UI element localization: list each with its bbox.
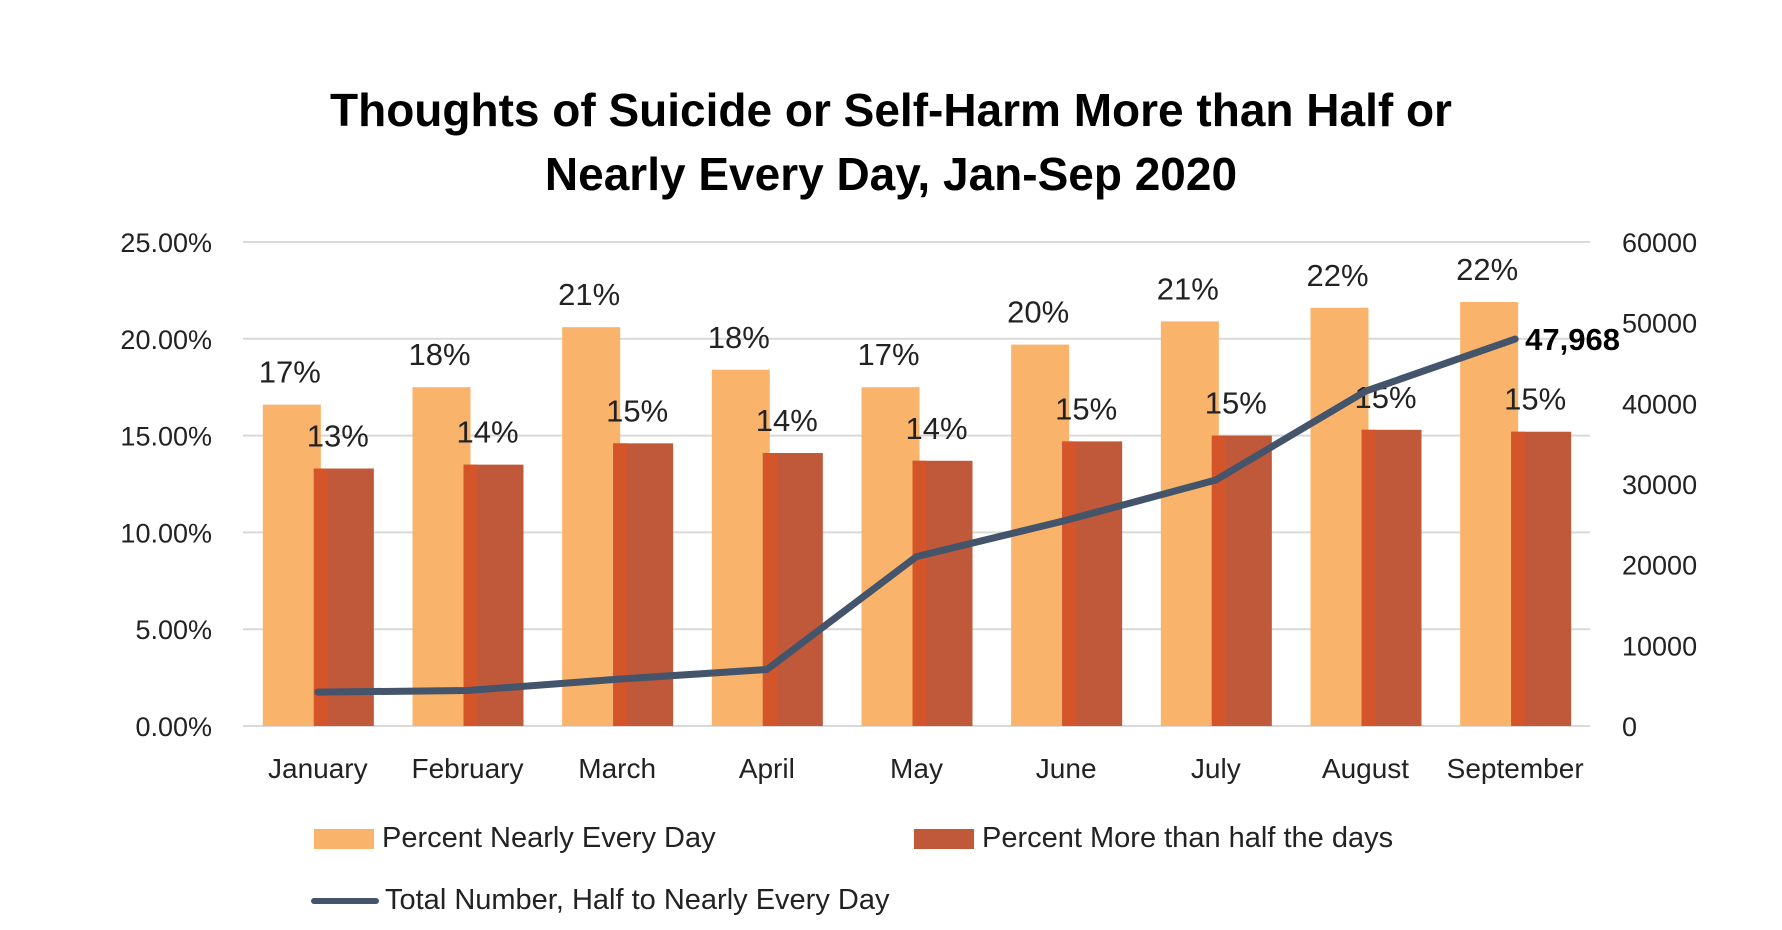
- legend-item-nearly-every-day[interactable]: Percent Nearly Every Day: [314, 822, 914, 855]
- bar-more-than-half-accent: [1511, 431, 1526, 726]
- data-label-more-than-half: 13%: [307, 419, 369, 454]
- x-tick-label: June: [1036, 753, 1097, 784]
- x-tick-label: February: [411, 753, 523, 784]
- chart-title-line-1: Thoughts of Suicide or Self-Harm More th…: [330, 84, 1452, 136]
- y-left-tick-label: 20.00%: [120, 325, 212, 355]
- bar-more-than-half-accent: [762, 453, 777, 726]
- y-left-tick-label: 15.00%: [120, 422, 212, 452]
- bar-more-than-half-accent: [1211, 435, 1226, 726]
- data-label-more-than-half: 14%: [456, 415, 518, 450]
- data-label-nearly-every-day: 20%: [1007, 295, 1069, 330]
- legend-item-more-than-half[interactable]: Percent More than half the days: [914, 822, 1393, 855]
- data-label-nearly-every-day: 17%: [259, 355, 321, 390]
- data-label-more-than-half: 15%: [1055, 391, 1117, 426]
- bar-more-than-half-accent: [1361, 429, 1376, 726]
- bar-more-than-half-accent: [912, 460, 927, 726]
- y-left-tick-label: 10.00%: [120, 518, 212, 548]
- data-label-more-than-half: 15%: [606, 393, 668, 428]
- bar-nearly-every-day: [1310, 307, 1369, 726]
- x-tick-label: August: [1322, 753, 1409, 784]
- bar-more-than-half-accent: [1062, 441, 1077, 726]
- data-label-nearly-every-day: 21%: [558, 277, 620, 312]
- data-label-nearly-every-day: 18%: [708, 320, 770, 355]
- bar-more-than-half-accent: [313, 468, 328, 726]
- legend-label-total-number: Total Number, Half to Nearly Every Day: [385, 884, 890, 916]
- bar-more-than-half-accent: [463, 464, 478, 726]
- bar-nearly-every-day: [262, 404, 321, 726]
- y-right-tick-label: 10000: [1622, 631, 1697, 661]
- chart-title: Thoughts of Suicide or Self-Harm More th…: [0, 78, 1782, 206]
- legend-label-nearly-every-day: Percent Nearly Every Day: [382, 822, 716, 854]
- bar-nearly-every-day: [861, 387, 920, 726]
- y-right-tick-label: 0: [1622, 712, 1637, 742]
- legend: Percent Nearly Every Day Percent More th…: [314, 822, 1514, 855]
- legend-swatch-total-number: [311, 897, 379, 904]
- line-end-label: 47,968: [1525, 322, 1620, 357]
- x-tick-label: May: [890, 753, 943, 784]
- bar-nearly-every-day: [562, 327, 621, 726]
- y-right-tick-label: 40000: [1622, 389, 1697, 419]
- data-label-more-than-half: 15%: [1205, 386, 1267, 421]
- bar-more-than-half-accent: [613, 443, 628, 726]
- data-label-nearly-every-day: 22%: [1456, 252, 1518, 287]
- legend-line-row: Total Number, Half to Nearly Every Day: [311, 884, 889, 917]
- x-tick-label: April: [739, 753, 795, 784]
- y-right-tick-label: 20000: [1622, 551, 1697, 581]
- bar-nearly-every-day: [1160, 321, 1219, 726]
- x-tick-label: September: [1447, 753, 1584, 784]
- x-tick-label: July: [1191, 753, 1241, 784]
- y-left-tick-label: 25.00%: [120, 228, 212, 258]
- data-label-more-than-half: 14%: [756, 403, 818, 438]
- y-left-tick-label: 0.00%: [135, 712, 212, 742]
- data-label-nearly-every-day: 17%: [857, 337, 919, 372]
- legend-label-more-than-half: Percent More than half the days: [982, 822, 1394, 854]
- y-left-tick-label: 5.00%: [135, 615, 212, 645]
- bar-nearly-every-day: [412, 387, 471, 726]
- data-label-nearly-every-day: 22%: [1306, 258, 1368, 293]
- data-label-more-than-half: 14%: [905, 411, 967, 446]
- x-tick-label: March: [578, 753, 656, 784]
- x-tick-label: January: [268, 753, 368, 784]
- bar-nearly-every-day: [1460, 302, 1519, 726]
- bar-nearly-every-day: [1011, 344, 1070, 726]
- data-label-nearly-every-day: 21%: [1157, 271, 1219, 306]
- chart-title-line-2: Nearly Every Day, Jan-Sep 2020: [544, 148, 1238, 200]
- y-right-tick-label: 30000: [1622, 470, 1697, 500]
- y-right-tick-label: 60000: [1622, 228, 1697, 258]
- legend-item-total-number[interactable]: Total Number, Half to Nearly Every Day: [311, 884, 889, 917]
- legend-swatch-nearly-every-day: [314, 828, 374, 849]
- data-label-nearly-every-day: 18%: [408, 337, 470, 372]
- y-right-tick-label: 50000: [1622, 309, 1697, 339]
- data-label-more-than-half: 15%: [1504, 382, 1566, 417]
- legend-swatch-more-than-half: [914, 828, 974, 849]
